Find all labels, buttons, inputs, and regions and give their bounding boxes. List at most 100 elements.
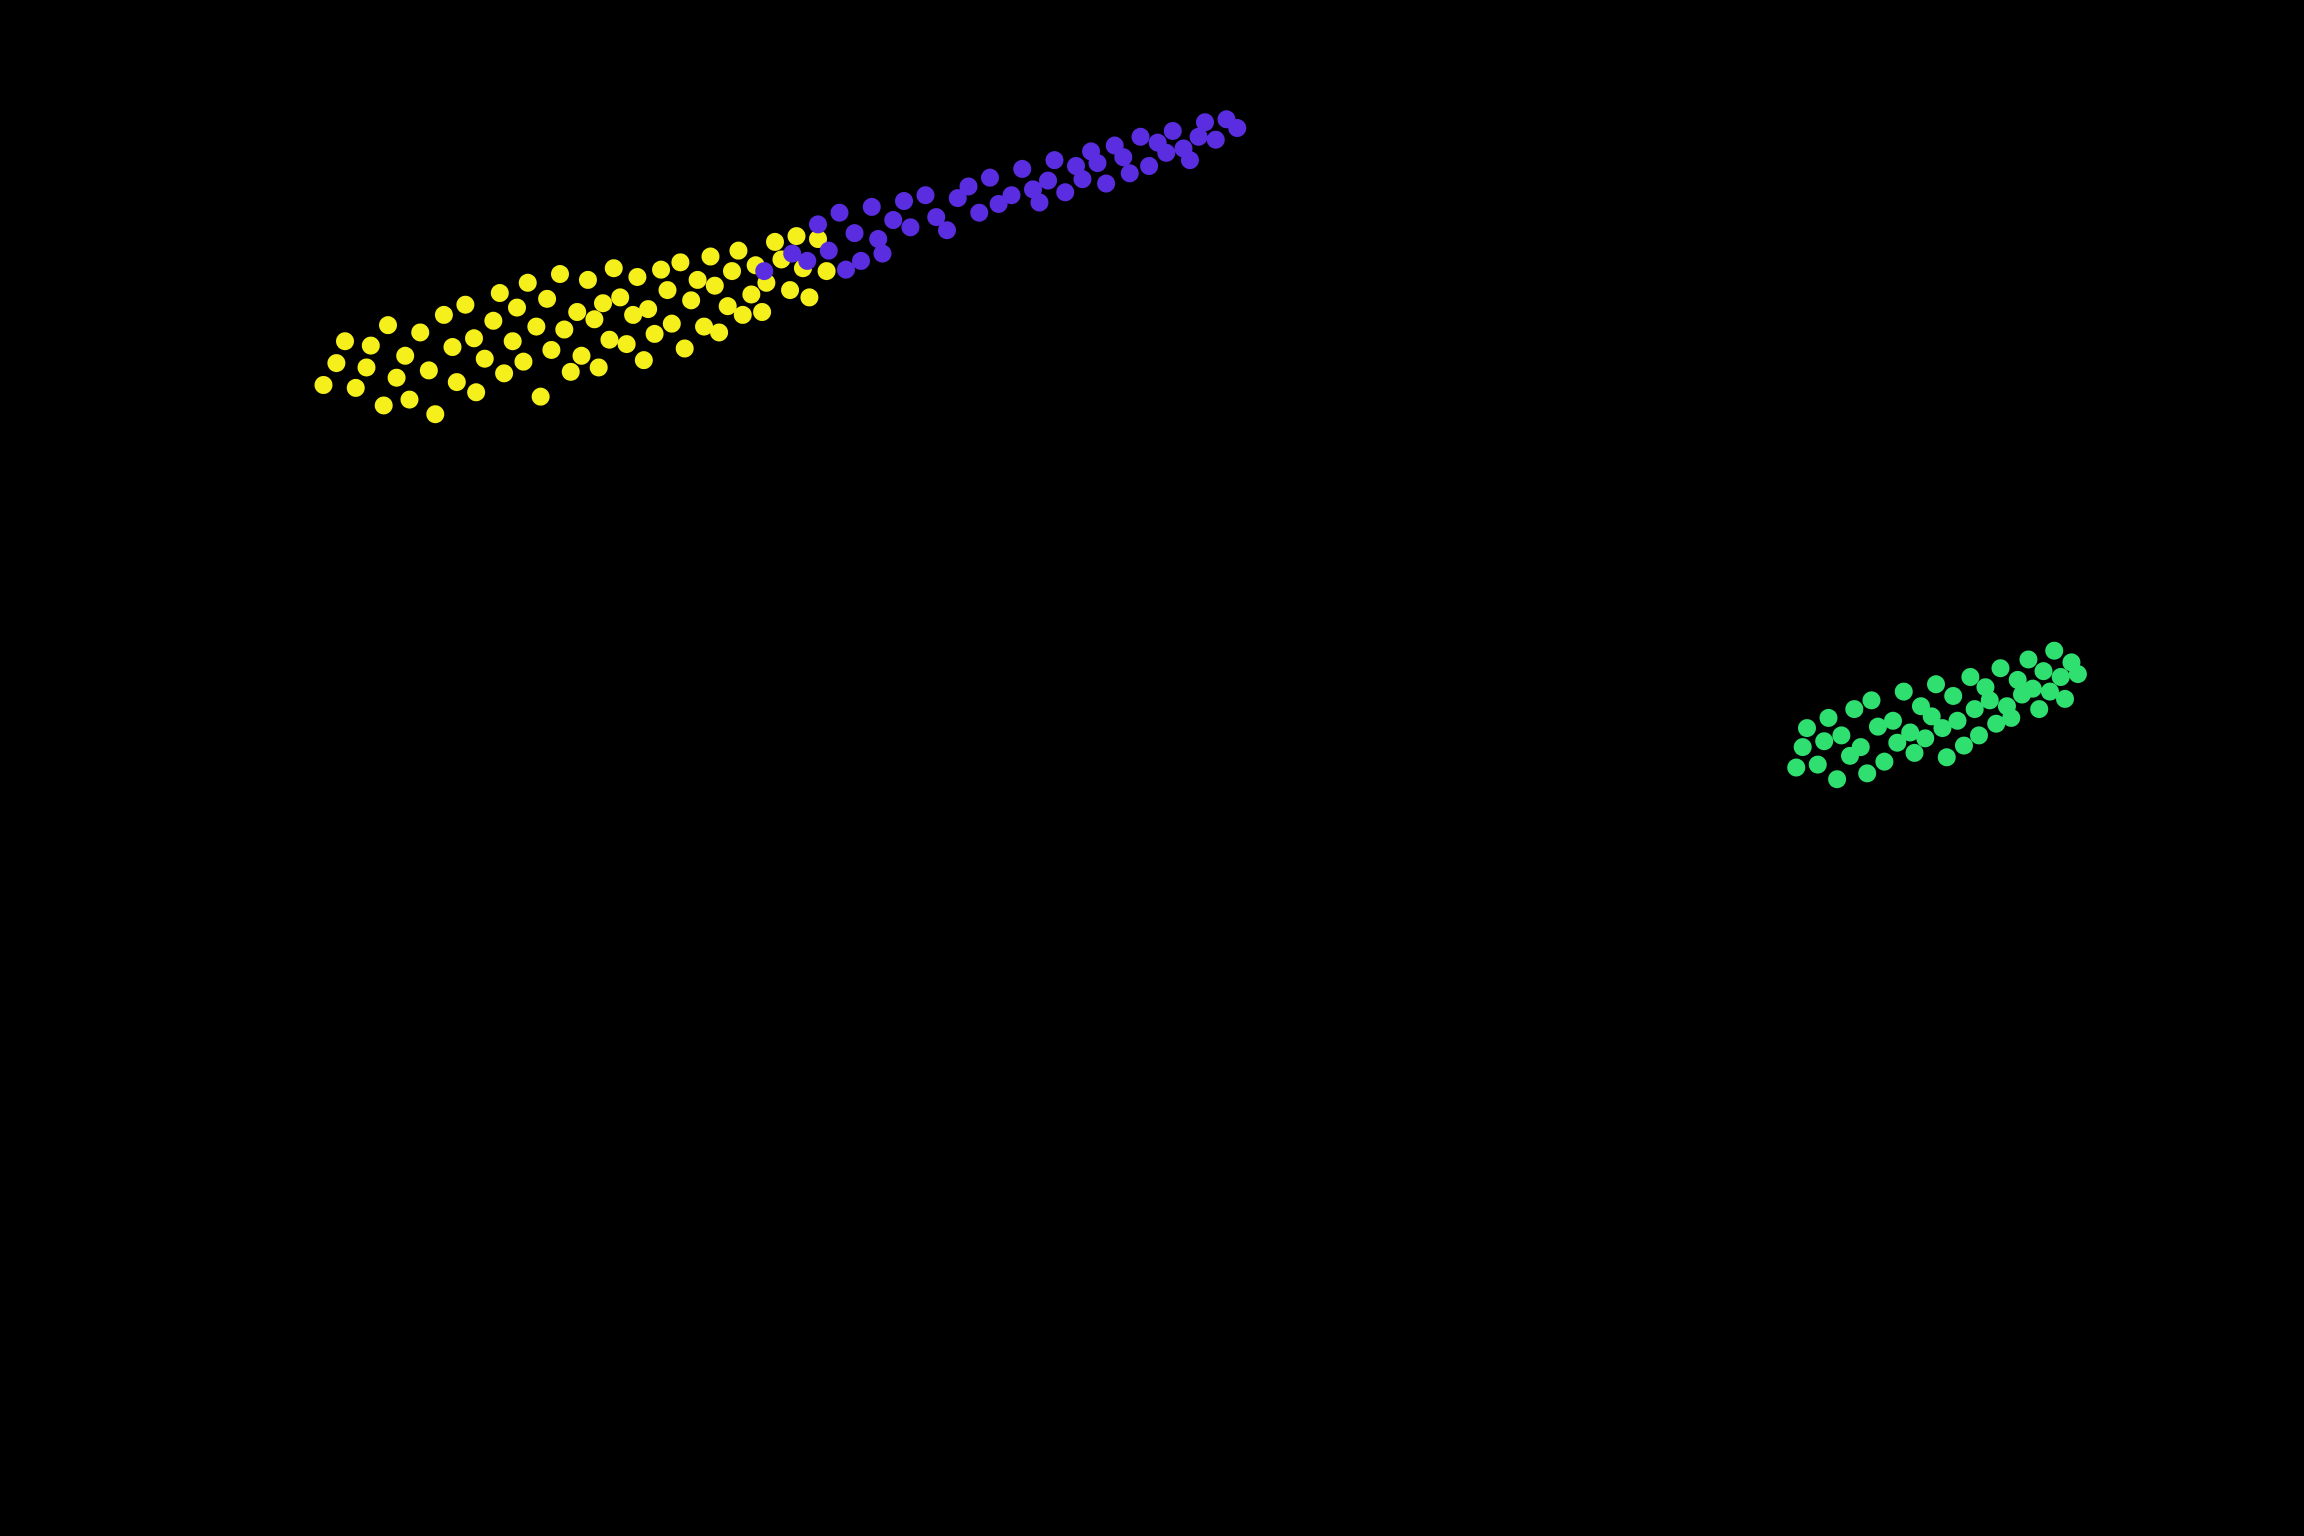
data-point [689, 271, 707, 289]
data-point [590, 358, 608, 376]
data-point [2035, 662, 2053, 680]
data-point [938, 221, 956, 239]
data-point [1809, 756, 1827, 774]
data-point [411, 323, 429, 341]
data-point [809, 215, 827, 233]
data-point [635, 351, 653, 369]
data-point [542, 341, 560, 359]
data-point [336, 332, 354, 350]
data-point [1815, 732, 1833, 750]
data-point [532, 388, 550, 406]
data-point [884, 211, 902, 229]
data-point [1895, 683, 1913, 701]
data-point [852, 252, 870, 270]
data-point [388, 369, 406, 387]
scatter-chart [0, 0, 2304, 1536]
data-point [467, 383, 485, 401]
data-point [1875, 753, 1893, 771]
data-point [375, 396, 393, 414]
data-point [800, 288, 818, 306]
data-point [555, 321, 573, 339]
data-point [1955, 737, 1973, 755]
data-point [347, 379, 365, 397]
data-point [729, 242, 747, 260]
data-point [1181, 151, 1199, 169]
data-point [818, 262, 836, 280]
data-point [527, 318, 545, 336]
data-point [1863, 691, 1881, 709]
data-point [1961, 668, 1979, 686]
data-point [676, 340, 694, 358]
data-point [2030, 700, 2048, 718]
data-point [568, 303, 586, 321]
data-point [755, 262, 773, 280]
data-point [1228, 119, 1246, 137]
data-point [465, 329, 483, 347]
data-point [362, 337, 380, 355]
data-point [798, 252, 816, 270]
data-point [444, 338, 462, 356]
data-point [1097, 175, 1115, 193]
data-point [611, 288, 629, 306]
data-point [1207, 131, 1225, 149]
data-point [618, 335, 636, 353]
data-point [1132, 128, 1150, 146]
data-point [1832, 726, 1850, 744]
data-point [1013, 160, 1031, 178]
data-point [874, 245, 892, 263]
data-point [519, 274, 537, 292]
data-point [1121, 164, 1139, 182]
data-point [659, 281, 677, 299]
data-point [538, 290, 556, 308]
data-point [1944, 687, 1962, 705]
data-point [960, 177, 978, 195]
data-point [1852, 738, 1870, 756]
data-point [600, 331, 618, 349]
data-point [1966, 700, 1984, 718]
data-point [2056, 690, 2074, 708]
data-point [435, 306, 453, 324]
data-point [702, 248, 720, 266]
data-point [2045, 642, 2063, 660]
data-point [788, 227, 806, 245]
data-point [753, 303, 771, 321]
data-point [917, 186, 935, 204]
data-point [379, 316, 397, 334]
data-point [495, 364, 513, 382]
data-point [1196, 113, 1214, 131]
data-point [1003, 186, 1021, 204]
data-point [456, 296, 474, 314]
data-point [573, 347, 591, 365]
data-point [1884, 712, 1902, 730]
data-point [663, 315, 681, 333]
data-point [1970, 726, 1988, 744]
data-point [1798, 719, 1816, 737]
data-point [646, 325, 664, 343]
data-point [1046, 151, 1064, 169]
data-point [1938, 748, 1956, 766]
data-point [2069, 665, 2087, 683]
data-point [1140, 157, 1158, 175]
data-point [1828, 770, 1846, 788]
data-point [1164, 122, 1182, 140]
data-point [837, 261, 855, 279]
data-point [781, 281, 799, 299]
data-point [594, 294, 612, 312]
data-point [895, 192, 913, 210]
data-point [315, 376, 333, 394]
data-point [476, 350, 494, 368]
data-point [562, 363, 580, 381]
data-point [846, 224, 864, 242]
data-point [639, 300, 657, 318]
data-point [719, 297, 737, 315]
data-point [327, 354, 345, 372]
data-point [1794, 738, 1812, 756]
data-point [1845, 700, 1863, 718]
data-point [652, 261, 670, 279]
data-point [706, 277, 724, 295]
data-point [820, 242, 838, 260]
data-point [585, 310, 603, 328]
data-point [1981, 691, 1999, 709]
data-point [766, 233, 784, 251]
data-point [1030, 194, 1048, 212]
